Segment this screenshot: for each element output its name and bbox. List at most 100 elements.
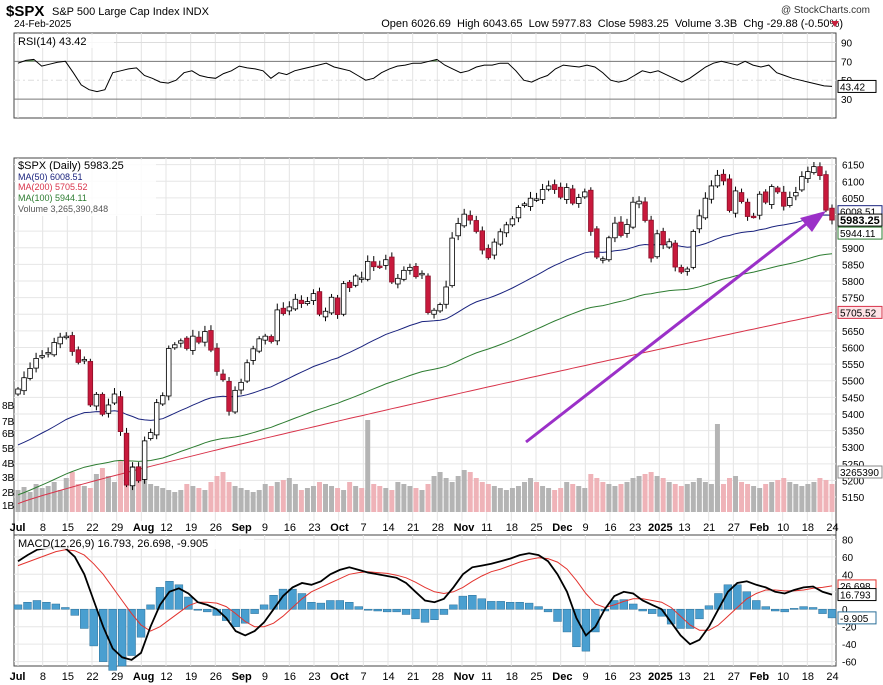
candle-body — [407, 266, 413, 271]
price-tick-label: 5300 — [842, 443, 865, 454]
volume-tick-label: 3B — [2, 473, 15, 484]
macd-histogram-bar — [51, 603, 61, 610]
candle-body — [190, 335, 196, 351]
candle-body — [684, 268, 690, 272]
volume-bar — [81, 486, 87, 512]
candle-body — [551, 184, 558, 190]
candle-body — [99, 393, 106, 415]
candle-body — [708, 185, 715, 200]
volume-bar — [823, 480, 829, 512]
volume-bar — [600, 482, 606, 512]
x-tick-label: Nov — [454, 522, 476, 534]
price-tick-label: 6100 — [842, 177, 865, 188]
macd-tick-label: -20 — [842, 623, 857, 634]
x-tick-label: 9 — [262, 522, 268, 534]
candle-body — [214, 347, 220, 372]
volume-bar — [172, 492, 178, 512]
candle-body — [383, 259, 389, 266]
watermark[interactable]: @ StockCharts.com — [780, 5, 870, 16]
macd-histogram-bar — [581, 608, 591, 652]
macd-histogram-bar — [335, 600, 344, 610]
candle-body — [811, 166, 817, 174]
macd-histogram-bar — [458, 595, 468, 610]
candle-body — [527, 197, 534, 207]
candle-body — [274, 309, 280, 342]
macd-histogram-bar — [136, 608, 146, 638]
volume-bar — [443, 478, 449, 512]
candle-body — [726, 178, 733, 211]
price-tick-label: 5350 — [842, 427, 865, 438]
volume-bar — [413, 488, 419, 512]
candle-body — [129, 466, 136, 487]
x-tick-label: 9 — [262, 671, 268, 683]
volume-bar — [57, 490, 63, 512]
volume-bar — [45, 486, 51, 512]
candle-body — [298, 299, 305, 304]
x-tick-label: 7 — [361, 671, 367, 683]
volume-bar — [190, 486, 196, 512]
x-tick-label: Nov — [454, 671, 476, 683]
candle-body — [461, 213, 467, 227]
macd-histogram-bar — [345, 601, 354, 610]
volume-bar — [467, 472, 473, 512]
volume-bar — [473, 478, 479, 512]
macd-histogram-bar — [808, 607, 818, 610]
rsi-value-tag-box — [837, 79, 877, 93]
volume-bar — [87, 488, 93, 512]
price-tick-label: 5450 — [842, 393, 865, 404]
x-tick-label: 18 — [802, 522, 814, 534]
volume-tick-label: 6B — [2, 429, 15, 440]
candle-body — [823, 174, 829, 211]
candle-body — [449, 237, 455, 287]
volume-bar — [166, 490, 172, 512]
volume-bar — [359, 488, 365, 512]
candle-body — [799, 176, 805, 191]
candle-body — [606, 237, 612, 261]
volume-bar — [142, 478, 148, 512]
volume-bar — [745, 484, 751, 512]
volume-bar — [787, 482, 793, 512]
x-tick-label: Jul — [10, 671, 26, 683]
macd-histogram-bar — [23, 601, 32, 610]
volume-bar — [811, 482, 817, 512]
candle-body — [666, 241, 672, 248]
volume-bar — [618, 484, 624, 512]
macd-histogram-bar — [439, 608, 449, 615]
volume-bar — [99, 468, 105, 512]
volume-bar — [93, 474, 99, 512]
volume-bar — [292, 484, 298, 512]
macd-histogram-bar — [382, 608, 392, 613]
candle-body — [491, 241, 498, 256]
candle-body — [431, 309, 437, 315]
candle-body — [147, 432, 154, 439]
volume-bar — [395, 482, 401, 512]
macd-value-tag: 26.698 — [840, 582, 871, 593]
trend-arrow-head — [800, 211, 826, 232]
candle-body — [714, 174, 721, 187]
macd-histogram-bar — [297, 593, 307, 610]
volume-bar — [461, 470, 467, 512]
price-tick-label: 5600 — [842, 343, 865, 354]
x-tick-label: 19 — [185, 671, 197, 683]
x-tick-label: 21 — [407, 671, 419, 683]
candle-body — [781, 191, 787, 207]
volume-bar — [558, 488, 564, 512]
legend-ma200: MA(200) 5705.52 — [18, 182, 88, 192]
candle-body — [208, 330, 214, 351]
volume-bar — [184, 484, 190, 512]
x-tick-label: 14 — [382, 671, 394, 683]
volume-bar — [763, 484, 769, 512]
volume-bar — [805, 484, 811, 512]
candle-body — [280, 307, 287, 314]
x-tick-label: Aug — [133, 671, 154, 683]
macd-histogram-bar — [117, 608, 127, 667]
x-tick-label: 29 — [111, 522, 123, 534]
candle-body — [413, 265, 419, 278]
volume-bar — [636, 476, 642, 512]
volume-bar — [660, 478, 666, 512]
volume-bar — [727, 478, 732, 512]
volume-bar — [310, 486, 316, 512]
candle-body — [521, 203, 528, 206]
x-tick-label: 25 — [530, 671, 542, 683]
